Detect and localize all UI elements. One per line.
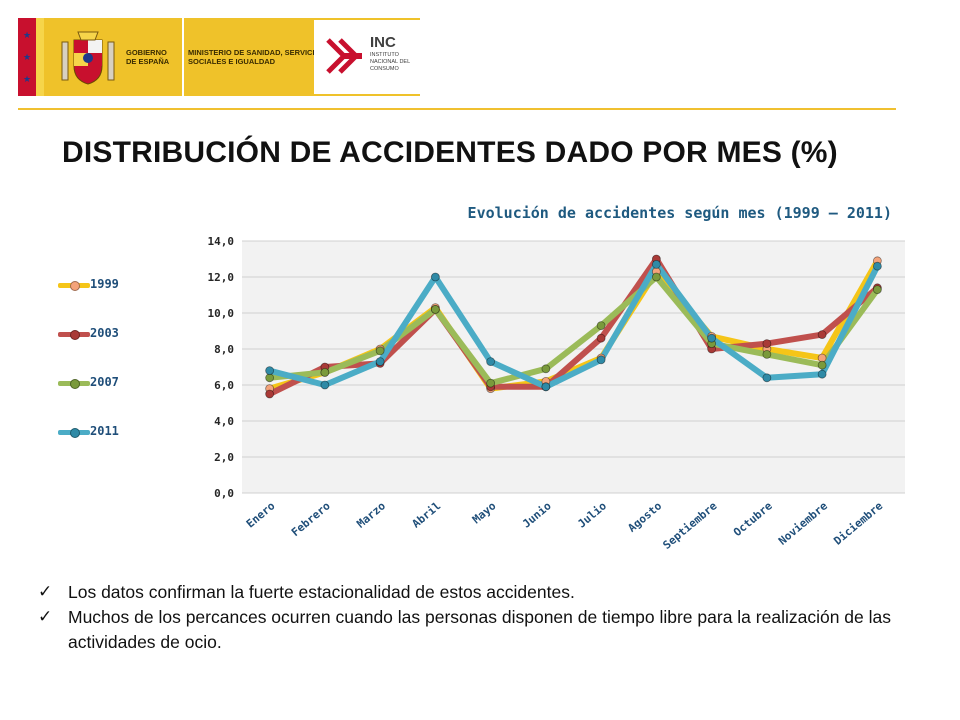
- x-tick-label: Abril: [410, 499, 444, 530]
- data-point-2003: [596, 333, 606, 343]
- x-tick-label: Febrero: [289, 499, 333, 539]
- x-tick-label: Agosto: [625, 499, 664, 535]
- legend-marker: [70, 379, 80, 389]
- data-point-2011: [596, 355, 606, 365]
- data-point-2007: [651, 272, 661, 282]
- legend-item-2011: 2011: [58, 423, 168, 472]
- legend-label: 2011: [90, 424, 119, 438]
- chart-legend: 1999 2003 2007 2011: [58, 276, 168, 472]
- government-logo-band: ★ ★ ★ GOBIERNO DE ESPAÑA MINISTERIO DE SAN…: [18, 18, 420, 96]
- legend-marker: [70, 428, 80, 438]
- x-tick-label: Marzo: [354, 499, 388, 530]
- data-point-2011: [375, 357, 385, 367]
- legend-label: 2003: [90, 326, 119, 340]
- checkmark-icon: ✓: [38, 582, 53, 602]
- checkmark-icon: ✓: [38, 607, 53, 627]
- bullet-text: Los datos confirman la fuerte estacional…: [68, 582, 575, 602]
- legend-item-2003: 2003: [58, 325, 168, 374]
- legend-label: 2007: [90, 375, 119, 389]
- x-tick-label: Noviembre: [776, 499, 830, 548]
- data-point-2007: [375, 346, 385, 356]
- y-tick-label: 12,0: [208, 271, 235, 284]
- government-label: GOBIERNO DE ESPAÑA: [126, 48, 170, 66]
- bullet-text: Muchos de los percances ocurren cuando l…: [68, 607, 891, 652]
- inc-logo-icon: [326, 38, 362, 74]
- list-item: ✓ Muchos de los percances ocurren cuando…: [38, 605, 918, 655]
- series-line-2011: [266, 261, 881, 390]
- x-tick-label: Junio: [520, 499, 554, 530]
- data-point-1999: [817, 353, 827, 363]
- y-tick-label: 4,0: [214, 415, 234, 428]
- eu-stars-icon: ★ ★ ★: [22, 30, 32, 84]
- y-tick-label: 2,0: [214, 451, 234, 464]
- y-tick-label: 0,0: [214, 487, 234, 500]
- data-point-2011: [872, 261, 882, 271]
- flag-stripe-yellow: [36, 18, 44, 96]
- data-point-2011: [541, 382, 551, 392]
- x-tick-label: Diciembre: [831, 499, 885, 548]
- data-point-2011: [762, 373, 772, 383]
- logo-divider: [182, 18, 184, 96]
- x-tick-label: Mayo: [470, 499, 499, 526]
- chart-title: Evolución de accidentes según mes (1999 …: [467, 204, 892, 222]
- data-point-2007: [486, 378, 496, 388]
- data-point-2003: [762, 339, 772, 349]
- data-point-2011: [265, 366, 275, 376]
- y-tick-label: 8,0: [214, 343, 234, 356]
- data-point-2007: [320, 367, 330, 377]
- data-point-2007: [430, 304, 440, 314]
- legend-marker: [70, 330, 80, 340]
- page-title: DISTRIBUCIÓN DE ACCIDENTES DADO POR MES …: [62, 136, 838, 169]
- data-point-2007: [541, 364, 551, 374]
- legend-item-1999: 1999: [58, 276, 168, 325]
- flag-stripe: [18, 18, 36, 96]
- data-point-2007: [872, 285, 882, 295]
- legend-item-2007: 2007: [58, 374, 168, 423]
- inc-title: INC: [370, 34, 396, 51]
- data-point-2011: [486, 357, 496, 367]
- x-tick-label: Octubre: [731, 499, 775, 539]
- y-tick-label: 6,0: [214, 379, 234, 392]
- data-point-2011: [651, 259, 661, 269]
- x-tick-label: Enero: [244, 499, 278, 530]
- data-point-2007: [596, 321, 606, 331]
- y-tick-label: 14,0: [208, 235, 235, 248]
- data-point-2011: [320, 380, 330, 390]
- data-point-2007: [817, 360, 827, 370]
- ministry-label: MINISTERIO DE SANIDAD, SERVICIOS SOCIALE…: [188, 48, 326, 66]
- inc-logo: INC INSTITUTO NACIONAL DEL CONSUMO: [314, 20, 420, 94]
- inc-subtitle: INSTITUTO NACIONAL DEL CONSUMO: [370, 52, 410, 72]
- data-point-2011: [707, 333, 717, 343]
- legend-label: 1999: [90, 277, 119, 291]
- x-tick-label: Julio: [575, 499, 609, 530]
- data-point-2003: [265, 389, 275, 399]
- data-point-2003: [817, 330, 827, 340]
- data-point-2011: [817, 369, 827, 379]
- header-rule: [18, 108, 896, 110]
- data-point-2011: [430, 272, 440, 282]
- x-tick-label: Septiembre: [660, 499, 719, 552]
- series-line-2007: [266, 274, 881, 387]
- legend-marker: [70, 281, 80, 291]
- conclusions-list: ✓ Los datos confirman la fuerte estacion…: [38, 580, 918, 655]
- y-tick-label: 10,0: [208, 307, 235, 320]
- spain-coat-of-arms-icon: [61, 31, 115, 85]
- data-point-2007: [762, 349, 772, 359]
- list-item: ✓ Los datos confirman la fuerte estacion…: [38, 580, 918, 605]
